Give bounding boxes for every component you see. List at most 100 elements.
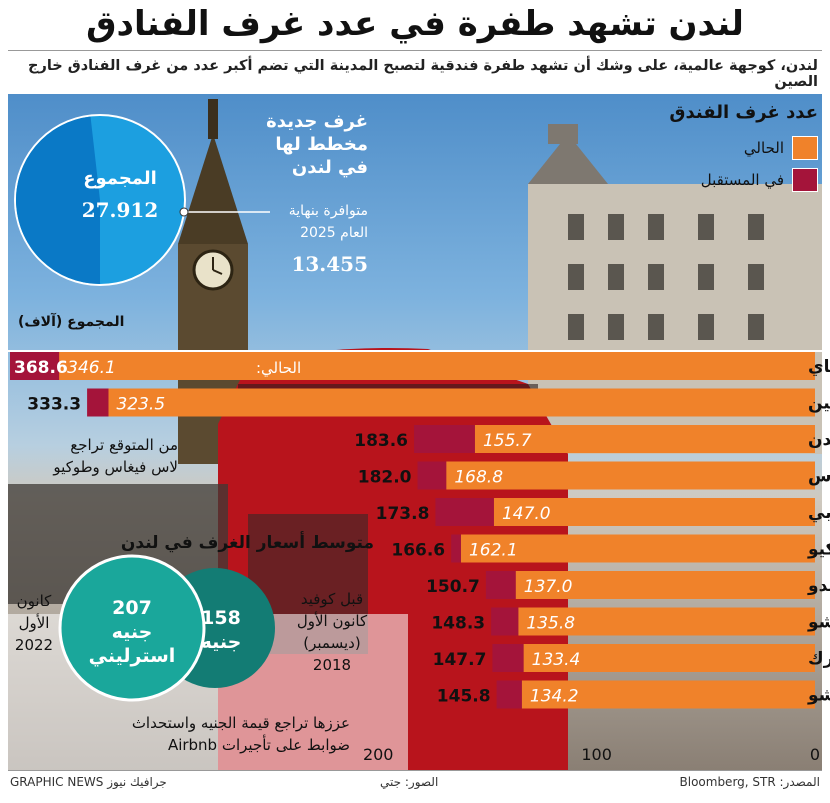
bar-future-value: 150.7 [426, 577, 480, 597]
bar-current [523, 644, 815, 672]
bar-current-prefix: الحالي: [256, 359, 301, 378]
availability-value: 13.455 [291, 252, 368, 276]
rate-now-circle [58, 554, 206, 702]
footer-credit: GRAPHIC NEWS جرافيك نيوز [10, 775, 167, 789]
bar-current [59, 352, 816, 380]
bar-future-value: 173.8 [376, 504, 430, 524]
building-windows [568, 214, 764, 340]
rate-before-label-line: 2018 [312, 656, 352, 674]
rates-reason-line: ضوابط على تأجيرات Airbnb [167, 736, 350, 754]
bar-category-label: لندن [808, 430, 830, 450]
x-tick-label: 0 [810, 745, 820, 764]
bar-future-value: 145.8 [437, 687, 491, 707]
bar-current [474, 425, 815, 453]
legend-label-current: الحالي [743, 139, 784, 157]
footer-divider [8, 770, 822, 771]
rate-before-unit: جنيه [200, 631, 242, 653]
big-ben-tip [208, 99, 218, 139]
footer-photos: الصور: جتي [380, 775, 439, 789]
legend-current: الحالي [744, 136, 818, 160]
legend-label-future: في المستقبل [700, 171, 784, 189]
legend-title: عدد غرف الفندق [669, 102, 818, 123]
rate-now-unit: جنيه [111, 621, 153, 643]
bar-current-value: 168.8 [454, 468, 503, 488]
pie-total-value: 27.912 [81, 198, 159, 222]
availability-line: متوافرة بنهاية [288, 203, 368, 219]
pie-total-label: المجموع [83, 168, 157, 189]
bar-category-label: هانغتشو [807, 613, 830, 633]
bar-future-value: 148.3 [431, 614, 485, 634]
bar-category-label: لاس فيغاس [808, 467, 830, 487]
bar-category-label: بكين [808, 394, 830, 414]
legend-swatch-future [792, 168, 818, 192]
bar-category-label: شنغهاي [808, 357, 830, 377]
footer-source: المصدر: Bloomberg, STR [679, 775, 821, 789]
new-rooms-line: في لندن [291, 157, 368, 178]
bar-current [460, 534, 815, 563]
bar-current-value: 323.5 [116, 395, 165, 415]
room-rate-circles [58, 554, 275, 702]
decline-note: من المتوقع تراجع لاس فيغاس وطوكيو [18, 434, 178, 478]
new-rooms-line: مخطط لها [275, 134, 368, 155]
bar-category-label: أورلاندو [807, 574, 830, 596]
rate-before-label-line: كانون الأول [296, 612, 368, 630]
bar-future-value: 166.6 [391, 541, 445, 561]
building-dome [528, 134, 608, 184]
bar-current-value: 135.8 [526, 614, 575, 634]
bar-current-value: 134.2 [530, 687, 579, 707]
bar-current-value: 137.0 [524, 577, 573, 597]
bar-category-label: نيويورك [808, 649, 830, 669]
bar-current [518, 607, 815, 636]
page-subtitle: لندن، كوجهة عالمية، على وشك أن تشهد طفرة… [28, 58, 818, 90]
bar-category-label: دبي [808, 503, 830, 523]
x-tick-label: 100 [581, 745, 612, 764]
rate-now-text: 207 جنيه استرليني [72, 596, 192, 668]
bar-current-value: 346.1 [67, 358, 116, 378]
bar-future-value: 333.3 [27, 395, 81, 415]
clock-hand [212, 269, 223, 275]
rate-before-label-line: قبل كوفيد [300, 590, 364, 608]
rates-reason: عززها تراجع قيمة الجنيه واستحداث ضوابط ع… [50, 712, 350, 756]
pie-chart [14, 114, 270, 286]
bar-current-value: 155.7 [483, 431, 532, 451]
page-title: لندن تشهد طفرة في عدد غرف الفنادق [86, 4, 744, 44]
bar-current [515, 571, 815, 599]
big-ben-spire [178, 134, 248, 244]
building-cupola [548, 124, 578, 144]
rate-now-unit: استرليني [88, 645, 176, 667]
pie-leader-dot [179, 207, 189, 217]
rate-before-value: 158 [201, 607, 241, 629]
legend-swatch-current [792, 136, 818, 160]
bar-current [493, 498, 815, 526]
rate-now-value: 207 [112, 597, 152, 619]
decline-note-line: من المتوقع تراجع [70, 436, 178, 454]
bar-future-value: 368.6 [14, 358, 68, 378]
rates-title: متوسط أسعار الغرف في لندن [120, 533, 374, 553]
bar-current-value: 147.0 [502, 504, 551, 524]
availability-text: متوافرة بنهاية العام 2025 [289, 200, 368, 244]
legend-future: في المستقبل [701, 168, 818, 192]
rate-now-label: كانون الأول 2022 [6, 590, 62, 656]
title-divider [8, 50, 822, 51]
rate-before-text: 158 جنيه [176, 606, 266, 654]
bar-current [108, 388, 815, 417]
bar-future-value: 182.0 [358, 468, 412, 488]
rates-reason-line: عززها تراجع قيمة الجنيه واستحداث [131, 714, 350, 732]
bar-future-value: 147.7 [433, 650, 487, 670]
bar-current [446, 461, 815, 490]
bar-future-value: 183.6 [354, 431, 408, 451]
decline-note-line: لاس فيغاس وطوكيو [53, 458, 178, 476]
bar-category-label: قوانغتشو [807, 686, 830, 706]
bar-current-value: 162.1 [469, 541, 518, 561]
new-rooms-line: غرف جديدة [266, 111, 368, 132]
new-rooms-title: غرف جديدة مخطط لها في لندن [266, 110, 368, 179]
bar-current-value: 133.4 [532, 650, 581, 670]
availability-line: العام 2025 [300, 225, 368, 241]
rate-now-label-line: 2022 [14, 636, 54, 654]
rate-now-label-line: كانون [16, 592, 52, 610]
rate-before-label-line: (ديسمبر) [303, 634, 361, 652]
pie-unit-note: المجموع (آلاف) [18, 314, 125, 330]
rate-before-label: قبل كوفيد كانون الأول (ديسمبر) 2018 [282, 588, 382, 676]
